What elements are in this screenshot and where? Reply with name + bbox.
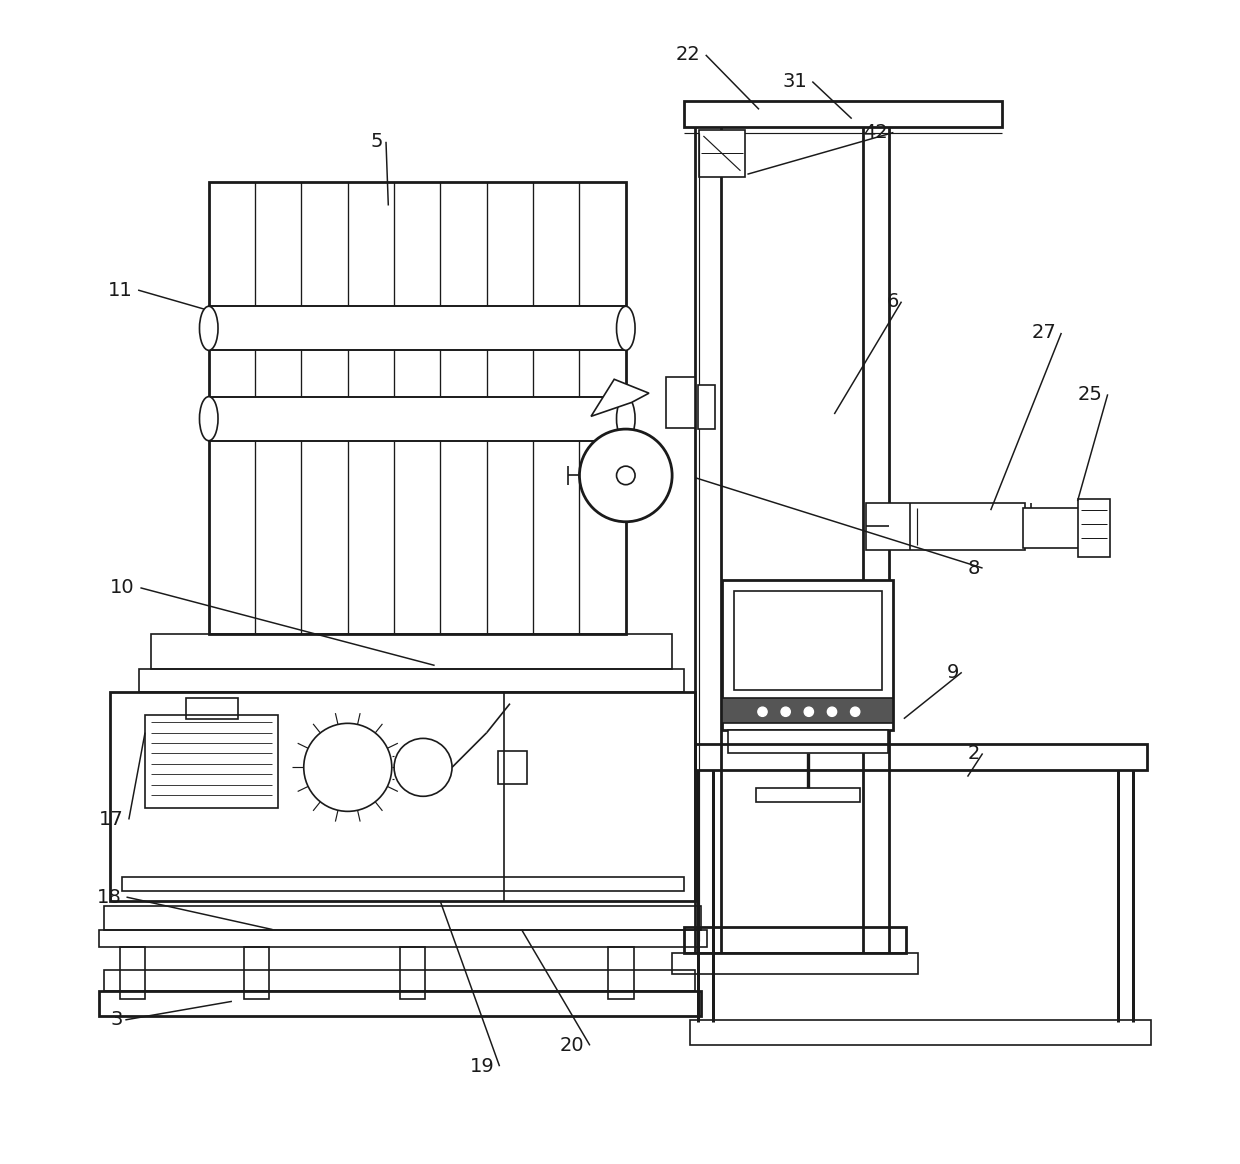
Bar [698,385,715,430]
Ellipse shape [616,306,635,350]
Bar [1023,508,1086,548]
Bar [666,377,696,428]
Bar [186,698,238,718]
Polygon shape [591,379,649,417]
Text: 20: 20 [559,1036,584,1055]
Text: 11: 11 [108,281,133,299]
Ellipse shape [200,306,218,350]
Circle shape [758,707,768,716]
Bar [722,698,893,723]
Bar [208,397,626,441]
Text: 22: 22 [676,45,701,64]
Text: 3: 3 [110,1010,123,1029]
Circle shape [304,723,392,811]
Ellipse shape [616,397,635,441]
Bar [728,730,888,753]
Bar [208,183,626,634]
Bar [722,580,893,730]
Text: 6: 6 [887,292,899,311]
Text: 27: 27 [1032,324,1056,342]
Bar [734,591,882,690]
Bar [243,946,269,999]
Bar [110,693,696,901]
Text: 17: 17 [99,810,124,829]
Bar [399,946,425,999]
Bar [99,930,707,946]
Circle shape [394,738,453,796]
Text: 10: 10 [110,579,135,597]
Bar [683,101,1002,127]
Bar [99,991,701,1016]
Bar [683,928,906,952]
Bar [119,946,145,999]
Text: 19: 19 [470,1057,495,1076]
Bar [151,634,672,669]
Ellipse shape [200,397,218,441]
Circle shape [616,466,635,484]
Bar [699,130,745,177]
Bar [696,744,1147,769]
Bar [672,952,918,973]
Bar [208,306,626,350]
Text: 25: 25 [1078,385,1102,404]
Text: 31: 31 [782,72,807,91]
Bar [498,751,527,783]
Bar [866,503,1025,549]
Bar [689,1020,1151,1045]
Bar [208,306,626,350]
Text: 18: 18 [97,888,122,907]
Text: 9: 9 [946,662,959,682]
Text: 8: 8 [967,559,980,577]
Circle shape [781,707,790,716]
Bar [104,970,696,991]
Bar [1078,498,1110,556]
Bar [755,788,859,802]
Circle shape [805,707,813,716]
Text: 2: 2 [967,744,980,762]
Text: 42: 42 [863,123,888,142]
Bar [104,907,701,930]
Bar [139,669,683,693]
Circle shape [851,707,859,716]
Bar [145,715,278,808]
Text: 5: 5 [371,133,383,151]
Circle shape [579,430,672,521]
Bar [208,397,626,441]
Circle shape [827,707,837,716]
Bar [609,946,634,999]
Bar [122,878,683,892]
